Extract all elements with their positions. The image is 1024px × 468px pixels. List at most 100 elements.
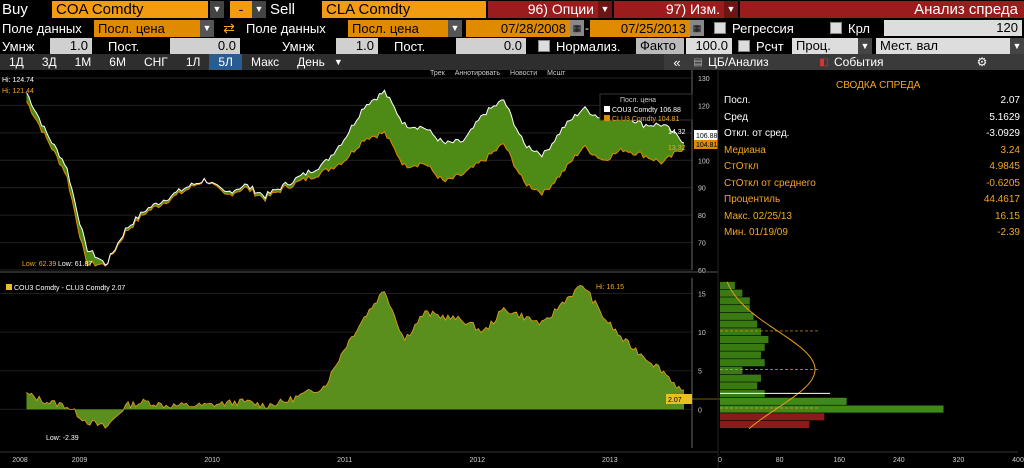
series-line-cou3	[26, 89, 685, 266]
summary-key: Процентиль	[724, 194, 781, 205]
options-dropdown-icon[interactable]: ▼	[598, 0, 612, 18]
summary-key: Мин. 01/19/09	[724, 227, 788, 238]
calc-dropdown-icon[interactable]: ▼	[858, 38, 872, 54]
interval-dropdown-icon[interactable]: ▼	[333, 57, 343, 67]
tab-period-1d[interactable]: 1Д	[9, 55, 24, 69]
last-price-tag-cou3	[694, 130, 718, 140]
spread-line	[26, 284, 685, 429]
tab-period-3d[interactable]: 3Д	[41, 55, 57, 69]
tab-period-5y[interactable]: 5Л	[209, 54, 242, 70]
calc-select[interactable]: Проц.	[792, 38, 858, 54]
tab-period-1m[interactable]: 1М	[74, 55, 92, 69]
options-button[interactable]: 96) Опции	[488, 0, 598, 18]
factor-field[interactable]: 100.0	[686, 38, 732, 54]
tab-analysis[interactable]: ЦБ/Анализ	[708, 55, 769, 69]
collapse-icon[interactable]: «	[673, 54, 681, 70]
tab-period-max[interactable]: Макс	[250, 55, 280, 69]
summary-row: СтОткл 4.9845	[724, 161, 1020, 172]
histogram-bar	[720, 343, 765, 351]
histogram-bar	[720, 397, 847, 405]
chart-analysis-icon: ▤	[693, 56, 703, 68]
normalize-checkbox[interactable]	[538, 40, 550, 52]
data-field-label-1: Поле данных	[2, 20, 82, 36]
edit-button[interactable]: 97) Изм.	[614, 0, 724, 18]
data-field-dropdown-icon-1[interactable]: ▼	[200, 19, 214, 37]
histogram-bar	[720, 312, 754, 320]
edit-dropdown-icon[interactable]: ▼	[724, 0, 738, 18]
data-field-select-1[interactable]: Посл. цена	[94, 19, 200, 37]
y-tick-label: 10	[698, 330, 706, 337]
summary-value: 5.1629	[989, 111, 1020, 123]
histogram-bar	[720, 297, 750, 305]
histogram-bar	[720, 289, 743, 297]
factor-label: Факто	[636, 38, 684, 54]
tab-period-1y[interactable]: 1Л	[185, 55, 201, 69]
histogram-bar	[720, 305, 750, 313]
buy-dropdown-icon[interactable]: ▼	[210, 0, 224, 18]
hist-x-tick-label: 80	[776, 457, 784, 464]
legend-swatch-cou3	[604, 106, 610, 112]
data-field-select-2[interactable]: Посл. цена	[348, 19, 448, 37]
tab-period-6m[interactable]: 6М	[109, 55, 126, 69]
y-tick-label: 15	[698, 291, 706, 298]
gear-icon[interactable]: ⚙	[976, 55, 988, 69]
hist-x-tick-label: 160	[833, 457, 845, 464]
annotate-tool[interactable]: Аннотировать	[454, 70, 501, 77]
buy-security-field[interactable]: COA Comdty	[52, 0, 208, 18]
swap-icon[interactable]: ⇄	[223, 19, 235, 36]
histogram-bar	[720, 359, 765, 367]
toolbar-row-3: Умнж 1.0 Пост. 0.0 Умнж 1.0 Пост. 0.0 Но…	[0, 38, 1024, 54]
sell-security-field[interactable]: CLA Comdty	[322, 0, 486, 18]
legend-swatch-clu3	[604, 115, 610, 121]
operator-dropdown-icon[interactable]: ▼	[252, 0, 266, 18]
summary-row: Посл. 2.07	[724, 95, 1020, 106]
annotation-low-cla: Low: 62.39	[22, 261, 56, 268]
track-tool[interactable]: Трек	[430, 70, 445, 77]
currency-select[interactable]: Мест. вал	[876, 38, 1010, 54]
data-field-dropdown-icon-2[interactable]: ▼	[448, 19, 462, 37]
summary-value: 3.24	[1000, 144, 1020, 156]
constant-field-1[interactable]: 0.0	[170, 38, 240, 54]
news-tool[interactable]: Новости	[510, 70, 538, 77]
tab-events[interactable]: События	[834, 55, 884, 69]
hist-x-tick-label: 320	[953, 457, 965, 464]
histogram-bar	[720, 366, 743, 374]
interval-select[interactable]: День	[297, 55, 325, 69]
date-from-field[interactable]: 07/28/2008	[466, 19, 570, 37]
krl-value-field[interactable]: 120	[884, 20, 1022, 36]
histogram-bar	[720, 351, 761, 359]
x-tick-label: 2012	[469, 457, 485, 464]
calc-label: Рсчт	[756, 38, 784, 54]
tab-period-ytd[interactable]: СНГ	[143, 55, 168, 69]
normal-curve	[726, 281, 816, 430]
regression-checkbox[interactable]	[714, 22, 726, 34]
krl-checkbox[interactable]	[830, 22, 842, 34]
spread-area	[26, 285, 684, 429]
histogram-chart: 0 80 160 240 320 400	[717, 70, 1024, 468]
currency-dropdown-icon[interactable]: ▼	[1010, 38, 1024, 54]
last-spread-value: 2.07	[668, 397, 682, 404]
date-to-field[interactable]: 07/25/2013	[590, 19, 690, 37]
calendar-icon-from[interactable]: ▦	[570, 20, 584, 36]
scale-tool[interactable]: Мсшт	[547, 70, 566, 77]
calendar-icon-to[interactable]: ▦	[690, 20, 704, 36]
summary-value: 44.4617	[983, 194, 1020, 205]
series-line-clu3	[26, 101, 685, 267]
calc-checkbox[interactable]	[738, 40, 750, 52]
summary-row: Сред 5.1629	[724, 112, 1020, 123]
period-tab-bar: 1Д 3Д 1М 6М СНГ 1Л 5Л Макс День ▼	[0, 54, 718, 70]
x-tick-label: 2013	[602, 457, 618, 464]
right-tab-bar: « ▤ ЦБ/Анализ ◧ События ⚙	[664, 54, 1024, 70]
multiplier-field-1[interactable]: 1.0	[50, 38, 92, 54]
summary-row: Медиана 3.24	[724, 145, 1020, 156]
summary-key: СтОткл	[724, 161, 759, 172]
minus-operator[interactable]: -	[230, 0, 252, 18]
multiplier-field-2[interactable]: 1.0	[336, 38, 378, 54]
constant-field-2[interactable]: 0.0	[456, 38, 526, 54]
y-tick-label: 80	[698, 213, 706, 220]
constant-label-1: Пост.	[108, 38, 140, 54]
y-tick-label: 5	[698, 369, 702, 376]
window-title: Анализ спреда	[740, 0, 1024, 18]
